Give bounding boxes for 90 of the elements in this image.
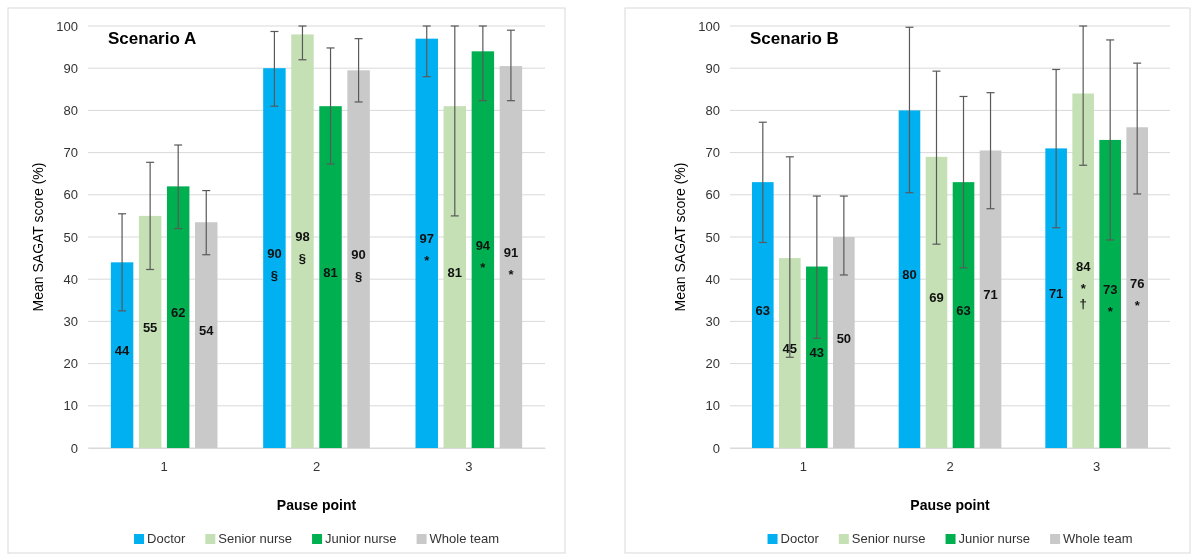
- y-tick-label: 40: [705, 271, 720, 287]
- y-tick-label: 60: [705, 187, 720, 203]
- y-tick-label: 50: [63, 229, 78, 245]
- bar: [1126, 127, 1148, 448]
- legend-label: Senior nurse: [851, 531, 926, 546]
- y-tick-label: 20: [705, 356, 720, 372]
- data-label: 63: [956, 303, 971, 319]
- data-label: 73 *: [1102, 281, 1118, 319]
- y-tick-label: 0: [712, 440, 720, 456]
- y-tick-label: 30: [63, 314, 78, 330]
- data-label: 71: [1048, 286, 1064, 302]
- y-tick-label: 10: [705, 398, 720, 414]
- bar: [195, 222, 218, 448]
- x-tick-label: 2: [312, 459, 321, 475]
- legend-label: Senior nurse: [218, 531, 293, 546]
- data-label: 44: [114, 343, 131, 359]
- data-label: 54: [199, 323, 215, 339]
- data-label: 84 * †: [1075, 258, 1092, 311]
- bar: [415, 38, 438, 448]
- data-label: 80: [902, 267, 917, 283]
- y-tick-label: 10: [63, 398, 78, 414]
- data-label: 71: [983, 287, 998, 303]
- bar: [319, 106, 342, 448]
- bar: [979, 150, 1002, 448]
- bar: [1099, 139, 1121, 448]
- y-tick-label: 100: [698, 18, 720, 34]
- x-axis-title: Pause point: [276, 497, 357, 513]
- legend-label: Doctor: [780, 531, 820, 546]
- data-label: 81: [447, 265, 463, 281]
- x-tick-label: 3: [465, 459, 473, 475]
- y-tick-label: 90: [705, 60, 720, 76]
- data-label: 90 §: [267, 246, 282, 284]
- data-label: 81: [323, 265, 338, 281]
- x-tick-label: 3: [1093, 459, 1101, 475]
- data-label: 55: [142, 319, 158, 335]
- x-tick-label: 2: [946, 459, 954, 475]
- bar: [110, 262, 134, 448]
- bar: [291, 34, 314, 448]
- legend-label: Doctor: [147, 531, 186, 546]
- bar: [471, 51, 495, 448]
- y-tick-label: 80: [63, 103, 78, 119]
- bar: [779, 258, 801, 448]
- y-axis-title: Mean SAGAT score (%): [672, 162, 688, 312]
- bar: [138, 215, 162, 448]
- bar: [166, 186, 190, 448]
- data-label: 76 *: [1129, 275, 1145, 313]
- bar: [806, 266, 828, 448]
- y-tick-label: 30: [705, 314, 720, 330]
- data-label: 91 *: [503, 245, 519, 283]
- legend-label: Junior nurse: [325, 531, 397, 546]
- y-tick-label: 100: [56, 18, 78, 34]
- legend-label: Junior nurse: [958, 531, 1031, 546]
- bar: [347, 70, 370, 448]
- bar: [443, 106, 467, 448]
- legend-label: Whole team: [429, 531, 499, 546]
- data-label: 63: [755, 303, 771, 319]
- y-tick-label: 90: [63, 60, 78, 76]
- bar: [952, 182, 975, 448]
- x-tick-label: 1: [799, 459, 807, 475]
- bar: [499, 66, 523, 448]
- chart-title: Scenario B: [750, 29, 839, 48]
- data-label: 50: [836, 330, 852, 346]
- data-label: 97 *: [419, 231, 434, 269]
- y-tick-label: 50: [705, 229, 720, 245]
- data-label: 43: [809, 345, 825, 361]
- data-label: 62: [170, 305, 186, 321]
- data-label: 94 *: [475, 237, 491, 275]
- y-tick-label: 20: [63, 356, 78, 372]
- y-tick-label: 70: [705, 145, 720, 161]
- data-label: 90 §: [351, 247, 366, 285]
- y-tick-label: 0: [70, 440, 78, 456]
- bar: [1045, 148, 1067, 448]
- bar: [1072, 93, 1094, 448]
- bar: [833, 237, 855, 448]
- bar: [752, 182, 774, 448]
- data-label: 98 §: [295, 229, 310, 267]
- y-tick-label: 70: [63, 145, 78, 161]
- y-tick-label: 80: [705, 103, 720, 119]
- y-tick-label: 40: [63, 271, 78, 287]
- bar: [263, 68, 286, 448]
- legend-label: Whole team: [1063, 531, 1133, 546]
- bar: [898, 110, 921, 448]
- data-label: 45: [782, 341, 798, 357]
- x-axis-title: Pause point: [910, 497, 990, 513]
- chart-title: Scenario A: [108, 29, 197, 48]
- bar: [925, 156, 948, 448]
- y-axis-title: Mean SAGAT score (%): [30, 162, 46, 312]
- y-tick-label: 60: [63, 187, 78, 203]
- data-label: 69: [929, 290, 944, 306]
- x-tick-label: 1: [160, 459, 168, 475]
